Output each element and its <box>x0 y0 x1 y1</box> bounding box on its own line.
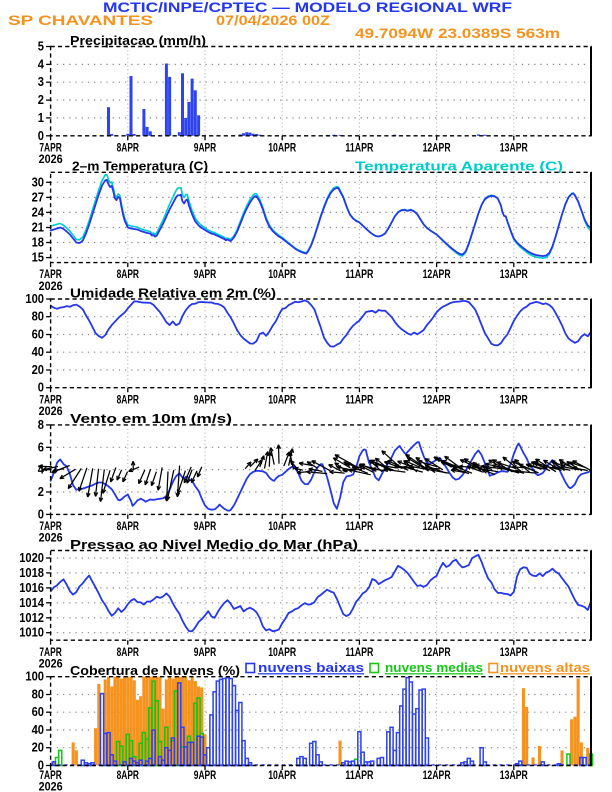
svg-text:4: 4 <box>38 463 44 477</box>
svg-text:13APR: 13APR <box>500 519 528 533</box>
svg-text:11APR: 11APR <box>345 392 373 406</box>
svg-text:12APR: 12APR <box>423 519 451 533</box>
svg-text:9APR: 9APR <box>194 645 216 659</box>
svg-text:12APR: 12APR <box>423 768 451 782</box>
svg-text:27: 27 <box>32 190 44 204</box>
svg-text:12APR: 12APR <box>423 267 451 281</box>
svg-text:12APR: 12APR <box>423 392 451 406</box>
svg-text:2026: 2026 <box>39 656 63 670</box>
svg-text:7APR: 7APR <box>39 140 61 154</box>
svg-text:40: 40 <box>32 345 44 359</box>
svg-text:80: 80 <box>32 310 44 324</box>
svg-text:21: 21 <box>32 221 44 235</box>
svg-text:10APR: 10APR <box>268 392 296 406</box>
svg-text:nuvens medias: nuvens medias <box>385 661 483 675</box>
svg-text:80: 80 <box>32 688 44 702</box>
svg-text:8APR: 8APR <box>117 768 139 782</box>
svg-text:2026: 2026 <box>39 152 63 166</box>
svg-text:2026: 2026 <box>39 404 63 418</box>
svg-text:7APR: 7APR <box>39 267 61 281</box>
svg-text:60: 60 <box>32 328 44 342</box>
svg-text:20: 20 <box>32 363 44 377</box>
svg-text:2026: 2026 <box>39 531 63 545</box>
svg-text:18: 18 <box>32 236 44 250</box>
svg-text:Precipitacao (mm/h): Precipitacao (mm/h) <box>70 34 206 48</box>
svg-text:9APR: 9APR <box>194 267 216 281</box>
svg-text:SP CHAVANTES: SP CHAVANTES <box>8 13 153 28</box>
svg-text:1014: 1014 <box>19 596 44 610</box>
svg-text:8APR: 8APR <box>117 140 139 154</box>
svg-text:8APR: 8APR <box>117 645 139 659</box>
svg-text:11APR: 11APR <box>345 519 373 533</box>
svg-text:1020: 1020 <box>19 551 44 565</box>
svg-text:7APR: 7APR <box>39 645 61 659</box>
svg-text:10APR: 10APR <box>268 519 296 533</box>
svg-text:100: 100 <box>25 670 44 684</box>
svg-text:Umidade Relativa em 2m (%): Umidade Relativa em 2m (%) <box>70 286 276 300</box>
svg-text:100: 100 <box>25 292 44 306</box>
svg-text:20: 20 <box>32 741 44 755</box>
svg-text:13APR: 13APR <box>500 392 528 406</box>
svg-text:9APR: 9APR <box>194 140 216 154</box>
svg-text:13APR: 13APR <box>500 140 528 154</box>
svg-text:8APR: 8APR <box>117 392 139 406</box>
svg-text:Cobertura de Nuvens (%): Cobertura de Nuvens (%) <box>70 664 240 678</box>
svg-text:49.7094W 23.0389S 563m: 49.7094W 23.0389S 563m <box>355 26 560 41</box>
svg-text:2: 2 <box>38 485 44 499</box>
svg-text:8APR: 8APR <box>117 519 139 533</box>
svg-text:9APR: 9APR <box>194 768 216 782</box>
svg-text:15: 15 <box>32 251 44 265</box>
svg-text:nuvens altas: nuvens altas <box>500 661 590 675</box>
svg-text:Vento em 10m (m/s): Vento em 10m (m/s) <box>70 412 232 426</box>
svg-text:7APR: 7APR <box>39 768 61 782</box>
svg-text:10APR: 10APR <box>268 768 296 782</box>
svg-text:13APR: 13APR <box>500 645 528 659</box>
svg-text:9APR: 9APR <box>194 519 216 533</box>
svg-text:1: 1 <box>38 111 44 125</box>
svg-text:12APR: 12APR <box>423 645 451 659</box>
svg-text:1016: 1016 <box>19 581 44 595</box>
svg-text:8APR: 8APR <box>117 267 139 281</box>
svg-text:11APR: 11APR <box>345 645 373 659</box>
svg-text:2–m Temperatura (C): 2–m Temperatura (C) <box>72 160 208 174</box>
svg-text:8: 8 <box>38 418 44 432</box>
svg-text:3: 3 <box>38 75 44 89</box>
svg-text:2026: 2026 <box>39 279 63 293</box>
svg-text:Pressao ao Nivel Medio do Mar: Pressao ao Nivel Medio do Mar (hPa) <box>70 538 358 552</box>
svg-text:11APR: 11APR <box>345 768 373 782</box>
svg-text:0: 0 <box>38 507 44 521</box>
svg-text:13APR: 13APR <box>500 768 528 782</box>
svg-text:7APR: 7APR <box>39 392 61 406</box>
svg-text:1012: 1012 <box>19 611 44 625</box>
svg-text:40: 40 <box>32 723 44 737</box>
svg-text:2026: 2026 <box>39 779 63 792</box>
svg-text:10APR: 10APR <box>268 140 296 154</box>
svg-text:nuvens baixas: nuvens baixas <box>258 661 364 675</box>
svg-text:30: 30 <box>32 175 44 189</box>
svg-text:24: 24 <box>32 205 44 219</box>
svg-text:2: 2 <box>38 93 44 107</box>
svg-text:4: 4 <box>38 57 44 71</box>
svg-text:9APR: 9APR <box>194 392 216 406</box>
svg-text:1010: 1010 <box>19 626 44 640</box>
svg-text:0: 0 <box>38 129 44 143</box>
svg-text:0: 0 <box>38 381 44 395</box>
svg-text:60: 60 <box>32 705 44 719</box>
svg-text:10APR: 10APR <box>268 267 296 281</box>
svg-text:5: 5 <box>38 40 44 54</box>
svg-text:07/04/2026 00Z: 07/04/2026 00Z <box>216 13 330 28</box>
svg-text:0: 0 <box>38 759 44 773</box>
svg-text:11APR: 11APR <box>345 267 373 281</box>
svg-text:7APR: 7APR <box>39 519 61 533</box>
svg-text:13APR: 13APR <box>500 267 528 281</box>
svg-text:1018: 1018 <box>19 566 44 580</box>
svg-text:10APR: 10APR <box>268 645 296 659</box>
svg-text:12APR: 12APR <box>423 140 451 154</box>
svg-text:11APR: 11APR <box>345 140 373 154</box>
svg-text:Temperatura Aparente (C): Temperatura Aparente (C) <box>355 160 563 174</box>
svg-text:6: 6 <box>38 440 44 454</box>
svg-text:MCTIC/INPE/CPTEC — MODELO REGI: MCTIC/INPE/CPTEC — MODELO REGIONAL WRF <box>103 0 513 15</box>
